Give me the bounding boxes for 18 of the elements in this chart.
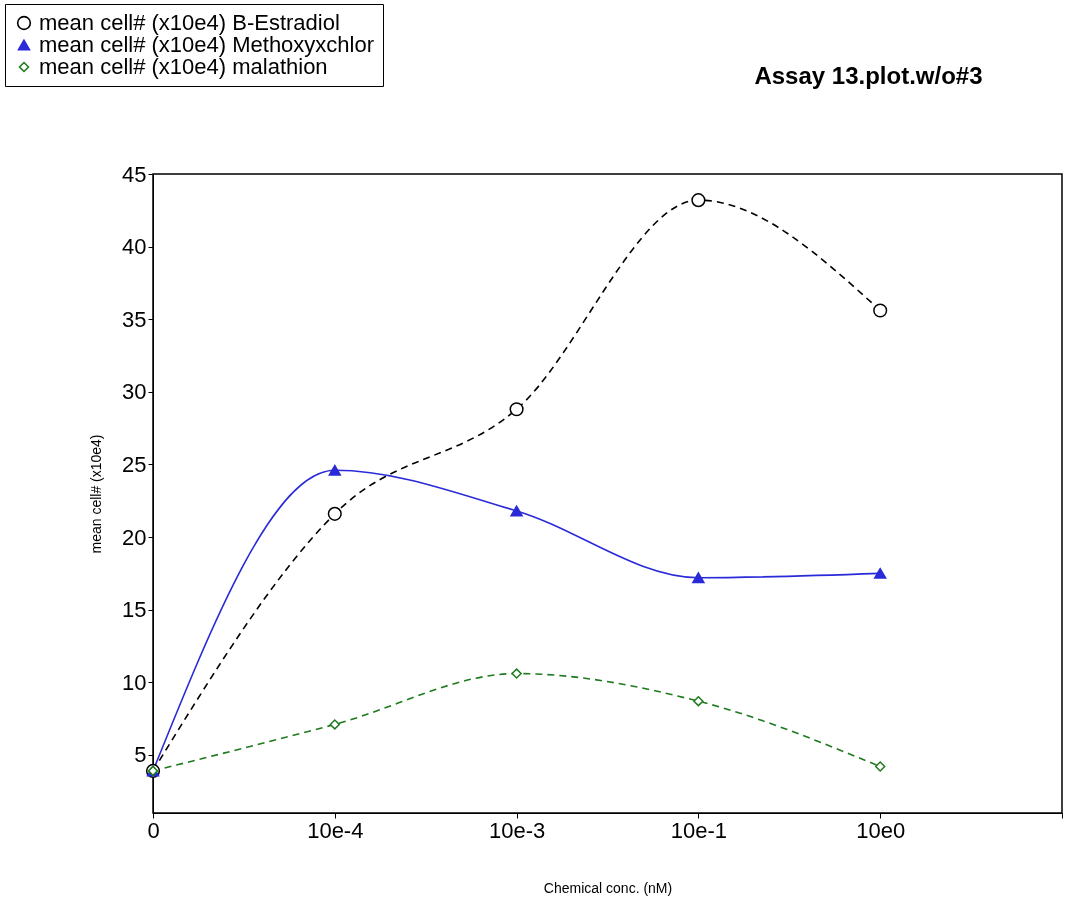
y-tick-label: 25 [122,451,147,477]
x-tick-label: 10e-1 [670,817,728,843]
y-tick-label: 15 [122,597,147,623]
y-tick-label: 5 [134,742,147,768]
x-tick-label: 10e-3 [488,817,546,843]
x-tick-label: 10e-4 [307,817,364,843]
y-tick-label: 35 [122,306,147,332]
chart-title: Assay 13.plot.w/o#3 [754,61,983,89]
y-tick-label: 30 [122,379,147,405]
y-tick-label: 40 [122,234,147,260]
y-axis-title: mean cell# (x10e4) [88,434,105,554]
x-tick-label: 0 [147,817,160,843]
x-tick-label: 10e0 [856,817,906,843]
y-tick-label: 10 [122,669,147,695]
legend-label: mean cell# (x10e4) B-Estradiol [39,10,340,35]
y-tick-label: 20 [122,524,147,550]
y-tick-label: 45 [122,161,147,187]
x-axis-title: Chemical conc. (nM) [543,879,673,896]
